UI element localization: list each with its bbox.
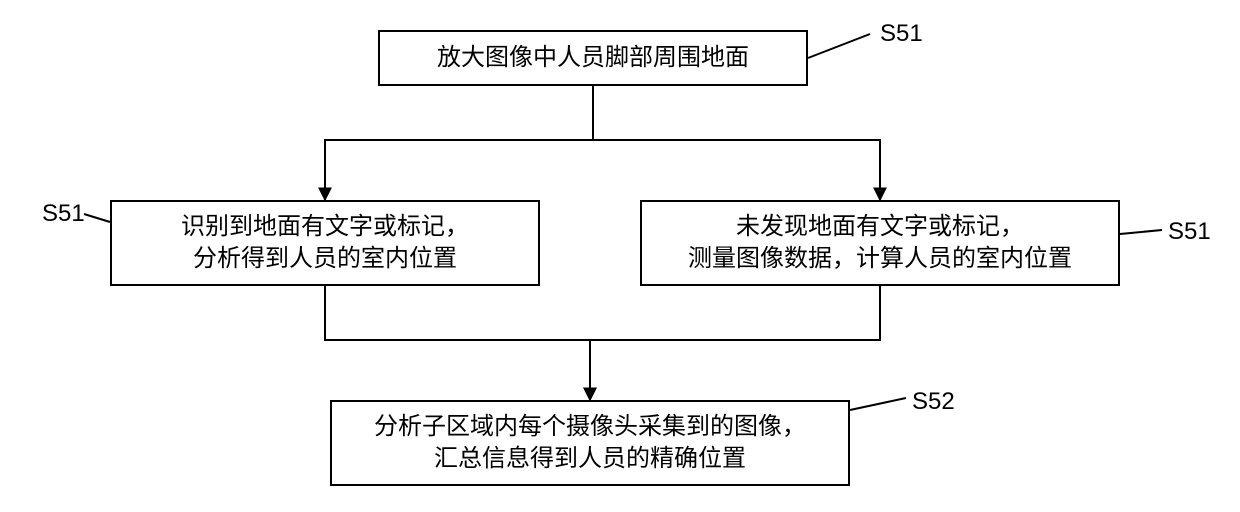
- node-top-text: 放大图像中人员脚部周围地面: [437, 42, 749, 74]
- edge: [590, 286, 880, 400]
- edge: [325, 286, 590, 400]
- node-bottom: 分析子区域内每个摄像头采集到的图像，汇总信息得到人员的精确位置: [330, 400, 850, 486]
- flowchart-canvas: 放大图像中人员脚部周围地面 识别到地面有文字或标记，分析得到人员的室内位置 未发…: [0, 0, 1240, 512]
- label-bottom: S52: [912, 388, 955, 416]
- node-right-text: 未发现地面有文字或标记，测量图像数据，计算人员的室内位置: [688, 211, 1072, 276]
- node-top: 放大图像中人员脚部周围地面: [378, 30, 808, 86]
- label-leader: [850, 398, 906, 410]
- label-left: S51: [42, 200, 85, 228]
- label-leader: [1120, 230, 1162, 234]
- node-left-text: 识别到地面有文字或标记，分析得到人员的室内位置: [181, 211, 469, 276]
- label-top: S51: [880, 20, 923, 48]
- node-left: 识别到地面有文字或标记，分析得到人员的室内位置: [110, 200, 540, 286]
- edge: [593, 86, 880, 200]
- label-leader: [84, 214, 110, 222]
- label-right: S51: [1168, 218, 1211, 246]
- node-bottom-text: 分析子区域内每个摄像头采集到的图像，汇总信息得到人员的精确位置: [374, 411, 806, 476]
- label-leader: [808, 34, 870, 58]
- node-right: 未发现地面有文字或标记，测量图像数据，计算人员的室内位置: [640, 200, 1120, 286]
- edge: [325, 86, 593, 200]
